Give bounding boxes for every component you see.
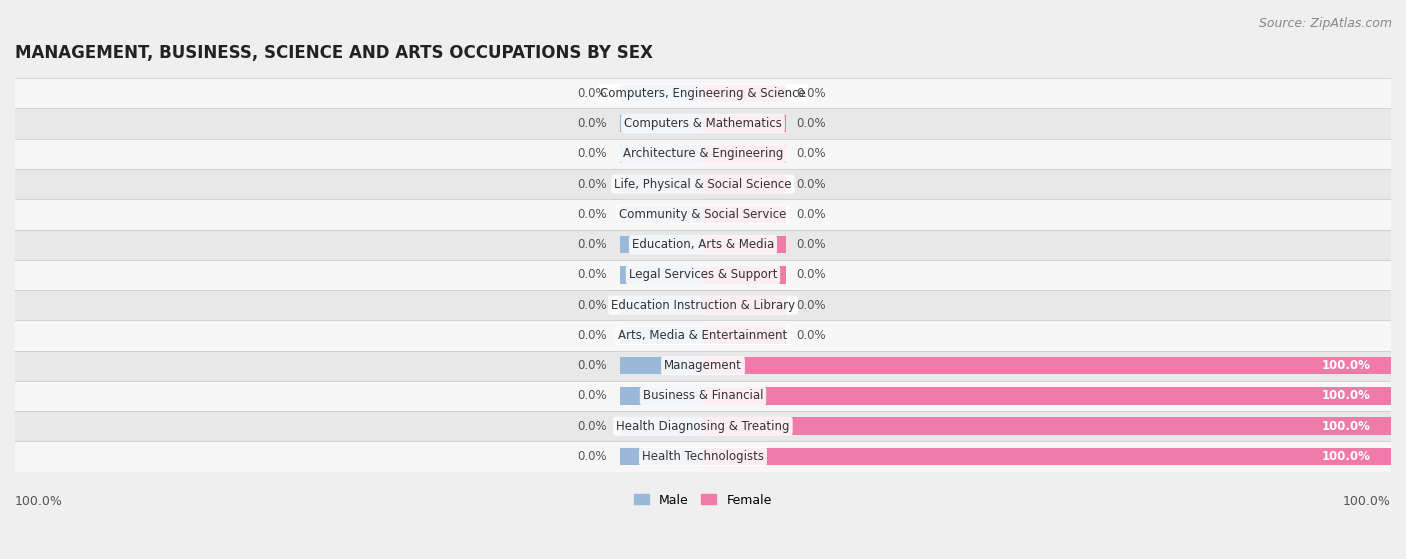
Text: 0.0%: 0.0%: [796, 299, 825, 312]
Text: 0.0%: 0.0%: [576, 148, 606, 160]
Text: 0.0%: 0.0%: [576, 299, 606, 312]
Bar: [703, 176, 786, 193]
Text: Business & Financial: Business & Financial: [643, 390, 763, 402]
Text: 0.0%: 0.0%: [576, 117, 606, 130]
Bar: [15, 290, 1391, 320]
Bar: [15, 350, 1391, 381]
Text: Management: Management: [664, 359, 742, 372]
Text: 0.0%: 0.0%: [576, 420, 606, 433]
Bar: [703, 84, 786, 102]
Text: 0.0%: 0.0%: [576, 390, 606, 402]
Text: 0.0%: 0.0%: [796, 117, 825, 130]
Text: 100.0%: 100.0%: [1322, 359, 1371, 372]
Bar: [620, 296, 703, 314]
Text: 0.0%: 0.0%: [576, 450, 606, 463]
Bar: [703, 145, 786, 163]
Text: 100.0%: 100.0%: [15, 495, 63, 508]
Text: 0.0%: 0.0%: [796, 238, 825, 251]
Bar: [703, 206, 786, 223]
Bar: [620, 84, 703, 102]
Bar: [15, 169, 1391, 199]
Text: MANAGEMENT, BUSINESS, SCIENCE AND ARTS OCCUPATIONS BY SEX: MANAGEMENT, BUSINESS, SCIENCE AND ARTS O…: [15, 44, 652, 63]
Bar: [15, 108, 1391, 139]
Text: 0.0%: 0.0%: [576, 208, 606, 221]
Text: 100.0%: 100.0%: [1322, 420, 1371, 433]
Text: 0.0%: 0.0%: [576, 87, 606, 100]
Bar: [703, 296, 786, 314]
Text: Health Technologists: Health Technologists: [643, 450, 763, 463]
Text: Health Diagnosing & Treating: Health Diagnosing & Treating: [616, 420, 790, 433]
Text: 0.0%: 0.0%: [576, 178, 606, 191]
Bar: [620, 145, 703, 163]
Bar: [703, 448, 1391, 465]
Bar: [15, 381, 1391, 411]
Bar: [620, 326, 703, 344]
Bar: [703, 418, 1391, 435]
Text: Community & Social Service: Community & Social Service: [619, 208, 787, 221]
Text: 0.0%: 0.0%: [576, 268, 606, 281]
Bar: [703, 236, 786, 253]
Text: 0.0%: 0.0%: [576, 238, 606, 251]
Legend: Male, Female: Male, Female: [634, 494, 772, 506]
Bar: [620, 387, 703, 405]
Text: 0.0%: 0.0%: [796, 329, 825, 342]
Bar: [703, 387, 1391, 405]
Bar: [620, 206, 703, 223]
Text: Life, Physical & Social Science: Life, Physical & Social Science: [614, 178, 792, 191]
Text: 0.0%: 0.0%: [796, 87, 825, 100]
Text: 0.0%: 0.0%: [576, 329, 606, 342]
Bar: [15, 230, 1391, 260]
Text: Computers & Mathematics: Computers & Mathematics: [624, 117, 782, 130]
Text: Education Instruction & Library: Education Instruction & Library: [612, 299, 794, 312]
Bar: [15, 411, 1391, 442]
Bar: [620, 418, 703, 435]
Bar: [15, 78, 1391, 108]
Text: 100.0%: 100.0%: [1343, 495, 1391, 508]
Bar: [620, 176, 703, 193]
Bar: [703, 266, 786, 283]
Text: 0.0%: 0.0%: [796, 178, 825, 191]
Bar: [620, 448, 703, 465]
Bar: [15, 442, 1391, 472]
Bar: [620, 236, 703, 253]
Text: Source: ZipAtlas.com: Source: ZipAtlas.com: [1258, 17, 1392, 30]
Bar: [15, 320, 1391, 350]
Text: 0.0%: 0.0%: [796, 268, 825, 281]
Bar: [703, 115, 786, 132]
Text: 0.0%: 0.0%: [796, 208, 825, 221]
Bar: [15, 260, 1391, 290]
Text: Architecture & Engineering: Architecture & Engineering: [623, 148, 783, 160]
Text: 0.0%: 0.0%: [796, 148, 825, 160]
Bar: [15, 139, 1391, 169]
Bar: [620, 115, 703, 132]
Bar: [703, 357, 1391, 375]
Bar: [620, 266, 703, 283]
Text: Computers, Engineering & Science: Computers, Engineering & Science: [600, 87, 806, 100]
Text: Education, Arts & Media: Education, Arts & Media: [631, 238, 775, 251]
Bar: [620, 357, 703, 375]
Text: Legal Services & Support: Legal Services & Support: [628, 268, 778, 281]
Bar: [703, 326, 786, 344]
Text: 0.0%: 0.0%: [576, 359, 606, 372]
Text: 100.0%: 100.0%: [1322, 450, 1371, 463]
Text: 100.0%: 100.0%: [1322, 390, 1371, 402]
Bar: [15, 199, 1391, 230]
Text: Arts, Media & Entertainment: Arts, Media & Entertainment: [619, 329, 787, 342]
